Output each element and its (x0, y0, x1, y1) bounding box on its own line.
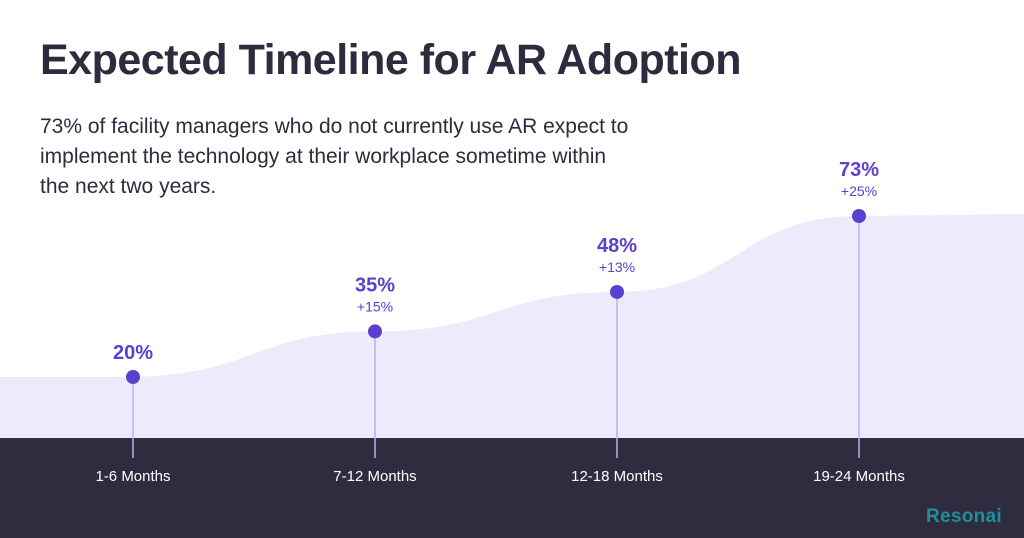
data-point (368, 324, 382, 339)
data-point (852, 209, 866, 223)
page-title: Expected Timeline for AR Adoption (40, 36, 742, 84)
brand-name: Resonai (925, 506, 1002, 527)
brand-logo: Resonai (926, 506, 1002, 528)
category-band (0, 438, 1024, 538)
value-label: 73% (839, 159, 879, 181)
area-fill (0, 214, 1024, 438)
data-point (610, 284, 624, 299)
value-label: 35% (355, 274, 395, 296)
data-point (126, 370, 140, 384)
change-label: +25% (841, 183, 877, 199)
category-label: 1-6 Months (95, 468, 170, 485)
chart-marks: 20% 1-6 Months 35% +15% 7-12 Months 48% +13% 12… (95, 159, 904, 485)
category-label: 7-12 Months (333, 468, 416, 485)
page-subtitle: 73% of facility managers who do not curr… (40, 115, 629, 198)
change-label: +13% (599, 259, 635, 275)
value-label: 48% (597, 235, 637, 257)
category-label: 12-18 Months (571, 468, 663, 485)
change-label: +15% (357, 298, 393, 314)
value-label: 20% (113, 342, 153, 364)
category-label: 19-24 Months (813, 468, 905, 485)
